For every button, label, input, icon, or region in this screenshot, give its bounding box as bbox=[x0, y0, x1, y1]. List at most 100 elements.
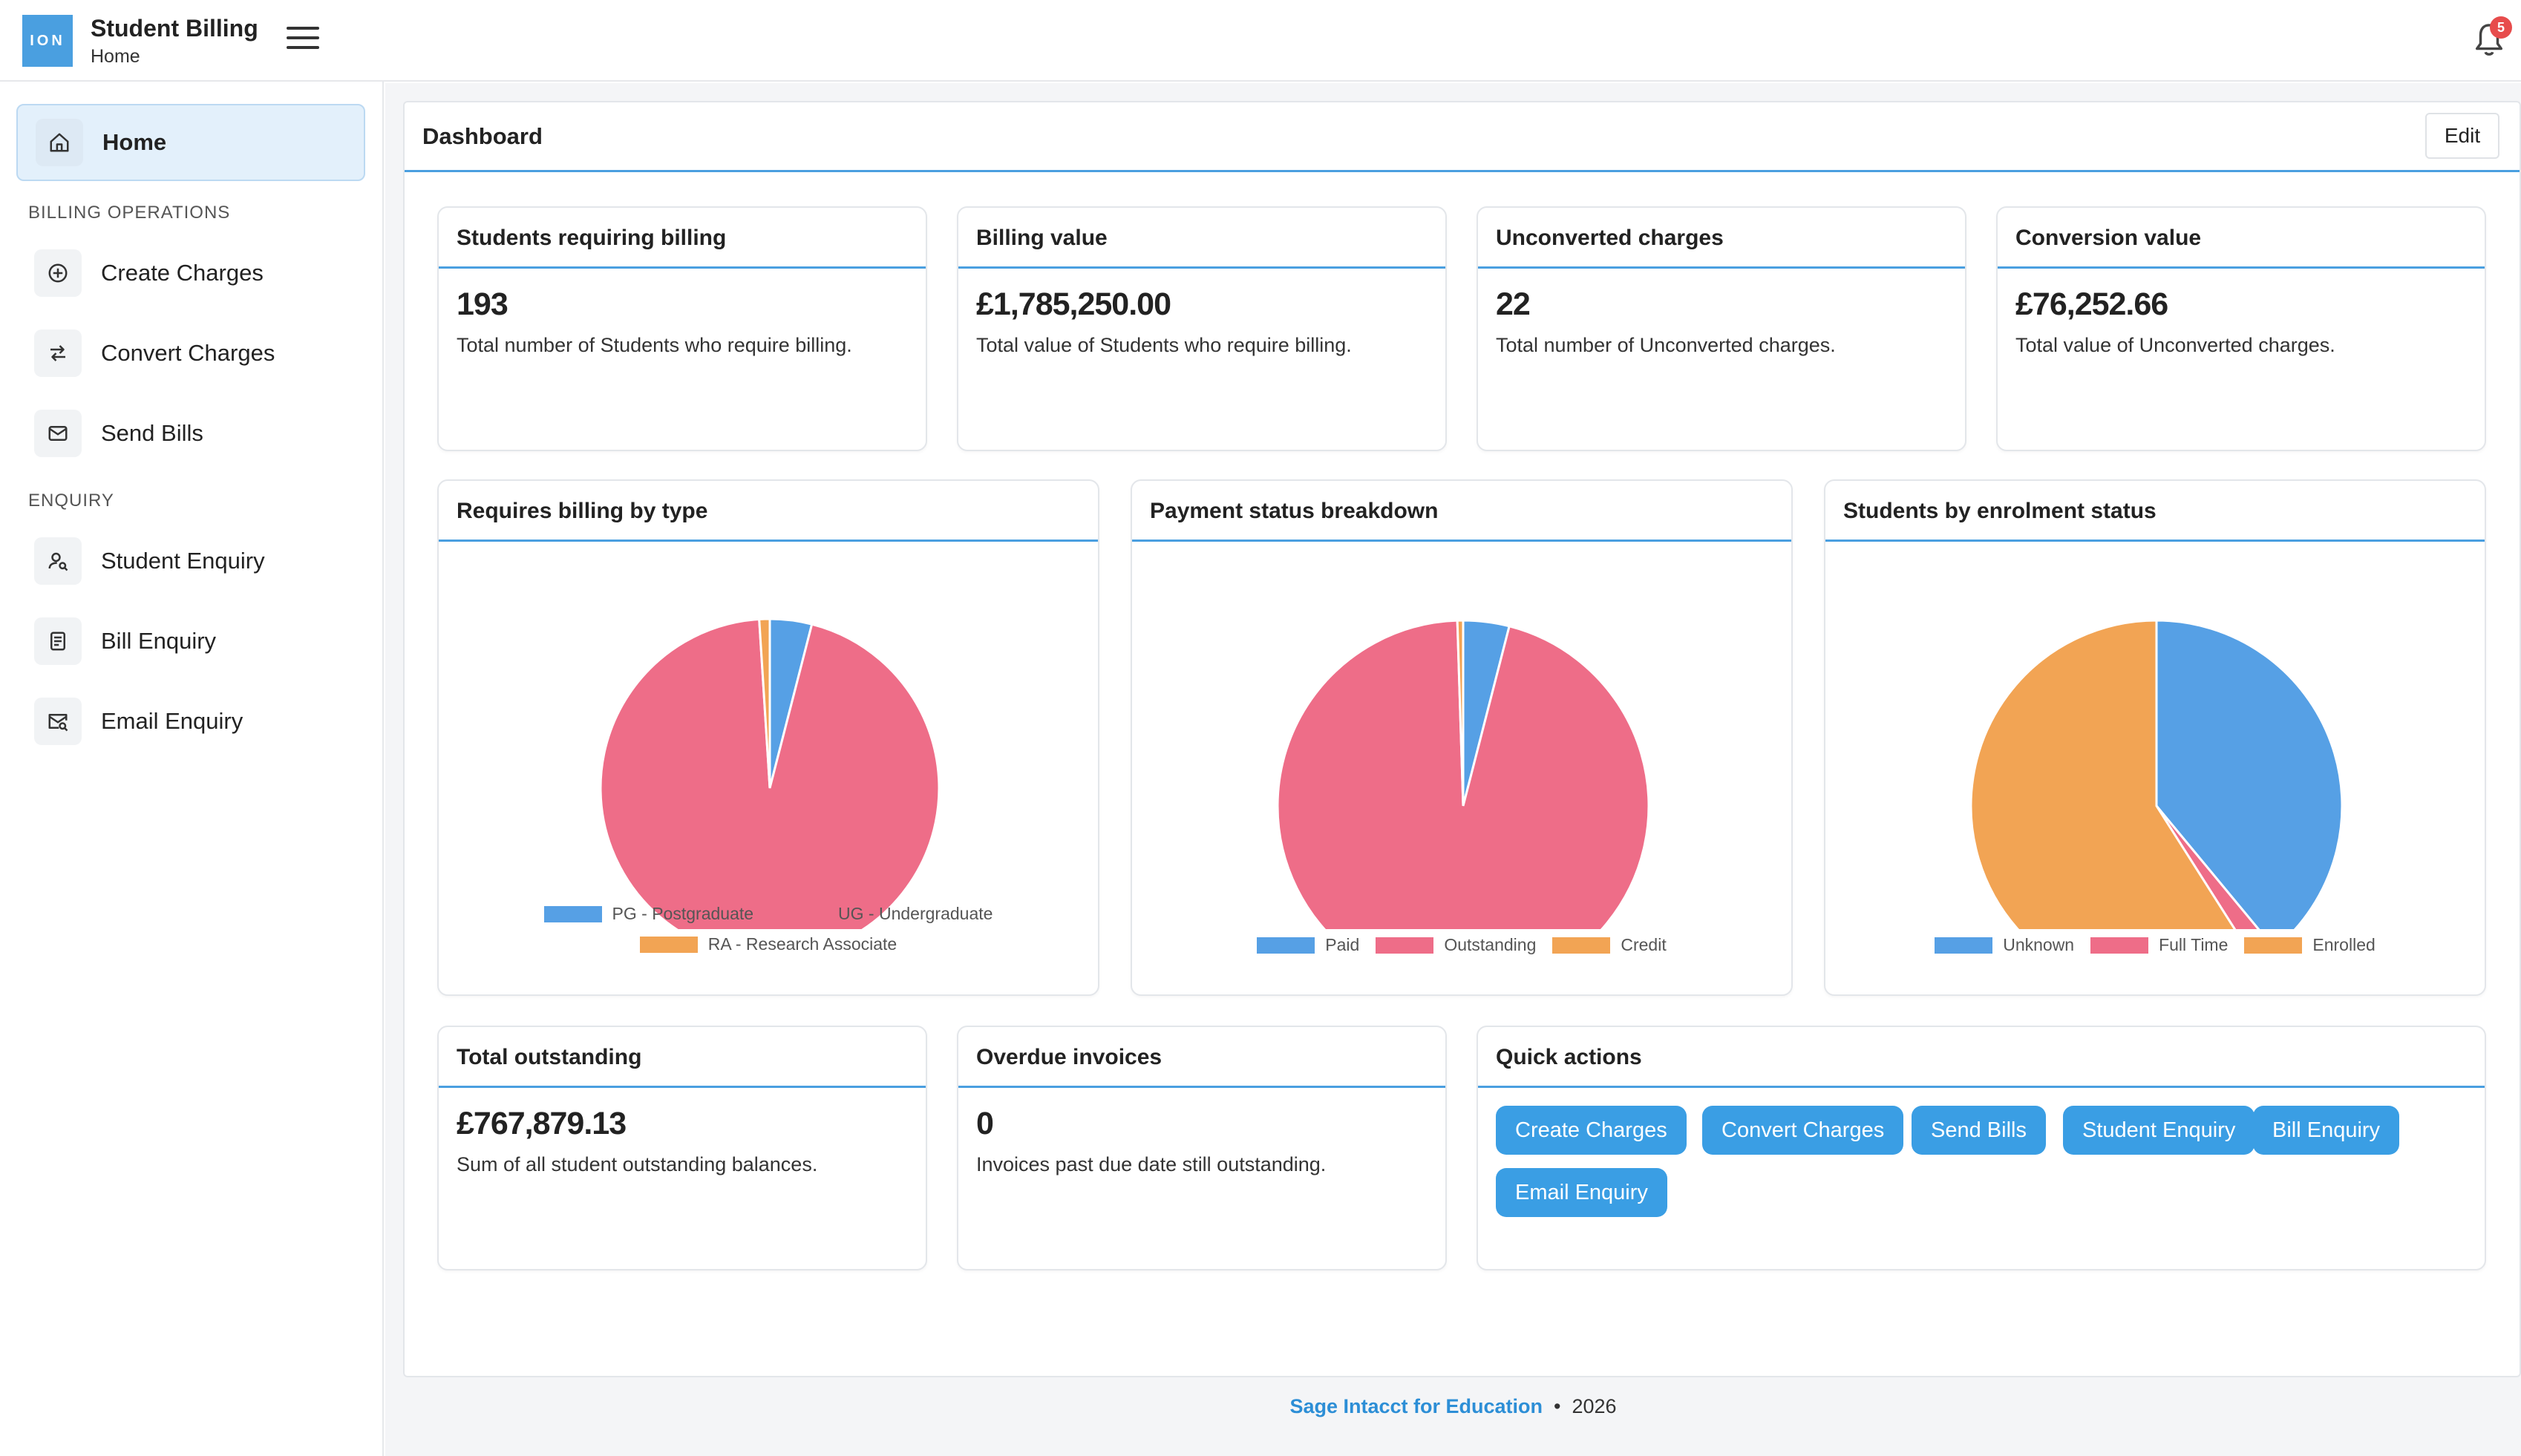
sidebar-item-create-charges[interactable]: Create Charges bbox=[16, 235, 365, 312]
sidebar-item-label: Send Bills bbox=[101, 420, 203, 446]
user-search-icon bbox=[34, 537, 82, 585]
page-title: Dashboard bbox=[422, 123, 543, 149]
legend-item-credit[interactable]: Credit bbox=[1552, 935, 1667, 955]
envelope-icon bbox=[34, 410, 82, 457]
chart-card-billing-by-type: Requires billing by type PG - Postgradua… bbox=[437, 479, 1099, 996]
legend-item-enrolled[interactable]: Enrolled bbox=[2244, 935, 2376, 955]
section-heading-enquiry: ENQUIRY bbox=[28, 491, 114, 511]
stat-card-students-requiring-billing: Students requiring billing 193 Total num… bbox=[437, 206, 927, 451]
dashboard-panel: Dashboard Edit Students requiring billin… bbox=[403, 101, 2521, 1377]
sidebar-item-home[interactable]: Home bbox=[16, 104, 365, 181]
edit-button[interactable]: Edit bbox=[2425, 113, 2499, 159]
quick-action-create-charges-button[interactable]: Create Charges bbox=[1496, 1106, 1687, 1155]
card-title: Students requiring billing bbox=[457, 226, 727, 250]
sidebar-item-label: Student Enquiry bbox=[101, 548, 265, 574]
legend-item-full-time[interactable]: Full Time bbox=[2090, 935, 2228, 955]
sidebar-item-email-enquiry[interactable]: Email Enquiry bbox=[16, 683, 365, 760]
card-title: Overdue invoices bbox=[976, 1045, 1163, 1069]
pie-slice-outstanding[interactable] bbox=[1276, 619, 1650, 929]
footer-year: 2026 bbox=[1572, 1395, 1617, 1417]
chart-card-enrolment-status: Students by enrolment status Unknown Full… bbox=[1824, 479, 2486, 996]
chart-title: Students by enrolment status bbox=[1843, 499, 2157, 523]
card-title: Total outstanding bbox=[457, 1045, 642, 1069]
footer: Sage Intacct for Education • 2026 bbox=[385, 1395, 2521, 1425]
legend-item-outstanding[interactable]: Outstanding bbox=[1376, 935, 1536, 955]
breadcrumb: Home bbox=[91, 46, 140, 67]
notification-badge: 5 bbox=[2490, 16, 2512, 39]
pie-slice-ra-research-associate[interactable] bbox=[758, 617, 771, 789]
pie-slice-ug-undergraduate[interactable] bbox=[599, 617, 941, 929]
sidebar-item-bill-enquiry[interactable]: Bill Enquiry bbox=[16, 603, 365, 680]
footer-brand-link[interactable]: Sage Intacct for Education bbox=[1289, 1395, 1543, 1417]
stat-card-overdue-invoices: Overdue invoices 0 Invoices past due dat… bbox=[957, 1026, 1447, 1270]
stat-value: £1,785,250.00 bbox=[976, 286, 1171, 322]
legend-label: Unknown bbox=[2003, 935, 2075, 954]
stat-value: 193 bbox=[457, 286, 509, 322]
sidebar-item-send-bills[interactable]: Send Bills bbox=[16, 395, 365, 472]
quick-actions-card: Quick actions Create Charges Convert Cha… bbox=[1477, 1026, 2486, 1270]
stat-description: Invoices past due date still outstanding… bbox=[976, 1153, 1327, 1175]
legend-swatch bbox=[1376, 937, 1434, 954]
legend-item-ra-research-associate[interactable]: RA - Research Associate bbox=[639, 934, 897, 954]
legend-label: Credit bbox=[1621, 935, 1667, 954]
legend-label: Full Time bbox=[2159, 935, 2229, 954]
legend-swatch bbox=[1552, 937, 1611, 954]
legend-label: UG - Undergraduate bbox=[838, 904, 993, 923]
legend-swatch bbox=[543, 905, 602, 922]
app-title: Student Billing bbox=[91, 15, 258, 42]
ion-logo: ION bbox=[22, 15, 73, 67]
pie-slice-credit[interactable] bbox=[1456, 619, 1465, 807]
chart-card-payment-status: Payment status breakdown Paid Outstanding… bbox=[1131, 479, 1793, 996]
stat-card-conversion-value: Conversion value £76,252.66 Total value … bbox=[1996, 206, 2486, 451]
legend-label: Outstanding bbox=[1444, 935, 1537, 954]
stat-description: Total number of Students who require bil… bbox=[457, 334, 852, 356]
chart-title: Payment status breakdown bbox=[1150, 499, 1439, 523]
legend-label: Paid bbox=[1325, 935, 1360, 954]
sidebar-item-label: Bill Enquiry bbox=[101, 628, 217, 654]
chart-title: Requires billing by type bbox=[457, 499, 708, 523]
legend-swatch bbox=[639, 936, 698, 953]
footer-separator: • bbox=[1554, 1395, 1561, 1417]
stat-description: Sum of all student outstanding balances. bbox=[457, 1153, 818, 1175]
sidebar: Home BILLING OPERATIONS Create Charges C… bbox=[0, 82, 384, 1456]
hamburger-menu-icon[interactable] bbox=[287, 27, 319, 53]
stat-value: 0 bbox=[976, 1106, 994, 1141]
legend-swatch bbox=[2244, 937, 2303, 954]
quick-action-bill-enquiry-button[interactable]: Bill Enquiry bbox=[2253, 1106, 2400, 1155]
home-icon bbox=[36, 119, 83, 166]
quick-action-send-bills-button[interactable]: Send Bills bbox=[1912, 1106, 2046, 1155]
dashboard-header: Dashboard Edit bbox=[405, 102, 2520, 172]
legend-item-pg-postgraduate[interactable]: PG - Postgraduate bbox=[543, 904, 753, 924]
stat-card-unconverted-charges: Unconverted charges 22 Total number of U… bbox=[1477, 206, 1966, 451]
sidebar-item-label: Create Charges bbox=[101, 260, 264, 286]
document-icon bbox=[34, 617, 82, 665]
legend-swatch bbox=[1935, 937, 1993, 954]
legend-item-paid[interactable]: Paid bbox=[1257, 935, 1359, 955]
chart-legend: Unknown Full Time Enrolled bbox=[1825, 935, 2485, 965]
pie-chart bbox=[1276, 619, 1650, 929]
stat-description: Total value of Students who require bill… bbox=[976, 334, 1352, 356]
chart-legend: Paid Outstanding Credit bbox=[1132, 935, 1791, 965]
section-heading-billing: BILLING OPERATIONS bbox=[28, 203, 231, 223]
pie-slice-unknown[interactable] bbox=[2155, 619, 2344, 929]
sidebar-item-label: Email Enquiry bbox=[101, 708, 243, 734]
legend-item-ug-undergraduate[interactable]: UG - Undergraduate bbox=[770, 904, 993, 924]
card-title: Unconverted charges bbox=[1496, 226, 1724, 250]
top-bar: ION Student Billing Home 5 bbox=[0, 0, 2521, 82]
legend-item-unknown[interactable]: Unknown bbox=[1935, 935, 2074, 955]
card-title: Quick actions bbox=[1496, 1045, 1642, 1069]
legend-label: Enrolled bbox=[2312, 935, 2376, 954]
quick-action-convert-charges-button[interactable]: Convert Charges bbox=[1702, 1106, 1904, 1155]
quick-action-student-enquiry-button[interactable]: Student Enquiry bbox=[2063, 1106, 2255, 1155]
stat-description: Total number of Unconverted charges. bbox=[1496, 334, 1836, 356]
pie-chart bbox=[1969, 619, 2344, 929]
sidebar-item-student-enquiry[interactable]: Student Enquiry bbox=[16, 522, 365, 600]
legend-swatch bbox=[1257, 937, 1315, 954]
stat-value: £767,879.13 bbox=[457, 1106, 627, 1141]
stat-card-total-outstanding: Total outstanding £767,879.13 Sum of all… bbox=[437, 1026, 927, 1270]
legend-label: RA - Research Associate bbox=[707, 934, 897, 954]
quick-action-email-enquiry-button[interactable]: Email Enquiry bbox=[1496, 1168, 1667, 1217]
sidebar-item-convert-charges[interactable]: Convert Charges bbox=[16, 315, 365, 392]
stat-card-billing-value: Billing value £1,785,250.00 Total value … bbox=[957, 206, 1447, 451]
pie-slice-enrolled[interactable] bbox=[1969, 619, 2256, 929]
